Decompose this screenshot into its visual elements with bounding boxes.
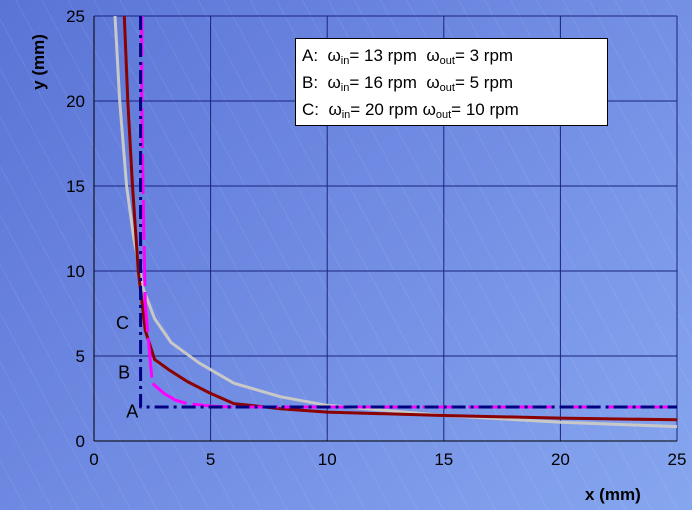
- x-axis-title: x (mm): [585, 485, 641, 504]
- x-tick-label: 10: [318, 450, 337, 469]
- series-lines: [113, 15, 678, 429]
- y-axis-title: y (mm): [29, 34, 48, 90]
- legend-entry-c: C: ωin= 20 rpm ωout= 10 rpm: [302, 100, 519, 121]
- tick-labels: 0 5 10 15 20 25 0 5 10 15 20 25: [66, 7, 686, 469]
- y-tick-label: 5: [76, 347, 85, 366]
- x-tick-label: 20: [551, 450, 570, 469]
- x-tick-label: 5: [206, 450, 215, 469]
- curve-label-c: C: [116, 313, 129, 333]
- series-line-b: [140, 16, 677, 409]
- legend-entry-b: B: ωin= 16 rpm ωout= 5 rpm: [302, 73, 514, 94]
- x-tick-label: 25: [668, 450, 687, 469]
- y-tick-label: 0: [76, 432, 85, 451]
- series-line-c: [122, 15, 678, 422]
- y-tick-label: 15: [66, 177, 85, 196]
- y-tick-label: 25: [66, 7, 85, 26]
- curve-labels: AB C: [116, 313, 138, 421]
- series-line-a: [139, 16, 677, 409]
- legend-entry-a: A: ωin= 13 rpm ωout= 3 rpm: [302, 46, 514, 67]
- x-tick-label: 15: [434, 450, 453, 469]
- curve-label-a: A: [126, 401, 138, 421]
- y-tick-label: 10: [66, 262, 85, 281]
- y-tick-label: 20: [66, 92, 85, 111]
- legend: A: ωin= 13 rpm ωout= 3 rpm B: ωin= 16 rp…: [295, 38, 608, 126]
- curve-label-b: B: [118, 362, 130, 382]
- x-tick-label: 0: [89, 450, 98, 469]
